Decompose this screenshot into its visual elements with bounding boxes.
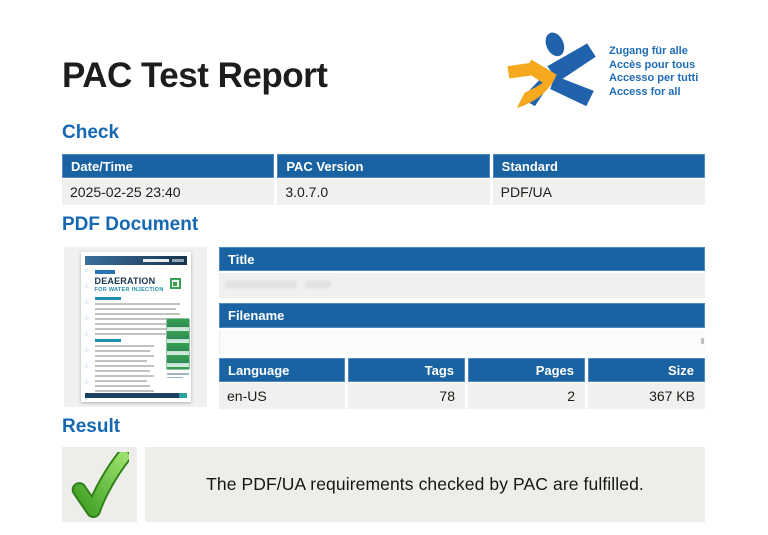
pdf-page-preview: ✳✳✳✳✳✳✳✳✳✳ DEAERATION FOR WATER INJECTIO… — [80, 252, 191, 402]
filename-field-value — [219, 330, 705, 354]
check-table: Date/Time PAC Version Standard 2025-02-2… — [62, 154, 705, 205]
check-value-datetime: 2025-02-25 23:40 — [62, 179, 275, 205]
logo-line-en: Access for all — [609, 85, 681, 98]
page-title: PAC Test Report — [62, 56, 328, 95]
thumb-doc-subtitle: FOR WATER INJECTION — [94, 287, 164, 293]
pdf-document-heading: PDF Document — [62, 214, 199, 235]
meta-col-size: Size — [588, 358, 705, 382]
filename-value-artifact — [701, 338, 704, 344]
result-heading: Result — [62, 416, 121, 437]
logo-line-fr: Accès pour tous — [609, 58, 696, 71]
result-section: Result The PDF/UA requirements checked b… — [62, 416, 705, 522]
thumb-footer-bar — [84, 393, 187, 398]
thumb-watermark: ✳✳✳✳✳✳✳✳✳✳ — [83, 268, 90, 402]
thumb-green-stamp-icon — [169, 278, 181, 289]
meta-col-language: Language — [219, 358, 345, 382]
green-checkmark-icon — [71, 451, 129, 518]
check-col-standard: Standard — [492, 154, 705, 178]
thumb-doc-tag — [94, 270, 115, 274]
title-value-redacted — [225, 281, 331, 288]
result-message: The PDF/UA requirements checked by PAC a… — [145, 447, 705, 522]
meta-col-tags: Tags — [348, 358, 465, 382]
pdf-thumbnail: ✳✳✳✳✳✳✳✳✳✳ DEAERATION FOR WATER INJECTIO… — [64, 247, 207, 407]
logo-line-de: Zugang für alle — [609, 45, 688, 57]
thumb-body: DEAERATION FOR WATER INJECTION — [94, 270, 185, 397]
thumb-equipment-image — [165, 318, 190, 370]
pdf-meta-table: Language Tags Pages Size en-US 78 2 367 … — [219, 358, 705, 409]
title-field-value — [219, 273, 705, 298]
check-value-standard: PDF/UA — [492, 179, 705, 205]
meta-value-pages: 2 — [468, 383, 585, 409]
access-for-all-logo: Zugang für alle Accès pour tous Accesso … — [505, 32, 698, 108]
check-col-pac-version: PAC Version — [277, 154, 490, 178]
thumb-doc-title: DEAERATION — [94, 276, 156, 286]
result-status-box — [62, 447, 137, 522]
check-section: Check Date/Time PAC Version Standard 202… — [62, 122, 705, 205]
logo-line-it: Accesso per tutti — [609, 72, 699, 84]
check-heading: Check — [62, 122, 120, 143]
meta-value-language: en-US — [219, 383, 345, 409]
check-value-pac-version: 3.0.7.0 — [277, 179, 490, 205]
pdf-document-section: PDF Document ✳✳✳✳✳✳✳✳✳✳ DEAERATION FOR W… — [62, 214, 705, 409]
logo-wordmark: Zugang für alle Accès pour tous Accesso … — [609, 45, 698, 99]
filename-field-header: Filename — [219, 303, 705, 328]
meta-col-pages: Pages — [468, 358, 585, 382]
thumb-image-caption — [166, 373, 189, 380]
access-for-all-logo-icon — [507, 32, 596, 108]
pdf-fields: Title Filename Language Tags Pages Size … — [219, 247, 705, 409]
title-field-header: Title — [219, 247, 705, 271]
meta-value-tags: 78 — [348, 383, 465, 409]
meta-value-size: 367 KB — [588, 383, 705, 409]
check-col-datetime: Date/Time — [62, 154, 275, 178]
thumb-header-bar — [84, 256, 187, 265]
